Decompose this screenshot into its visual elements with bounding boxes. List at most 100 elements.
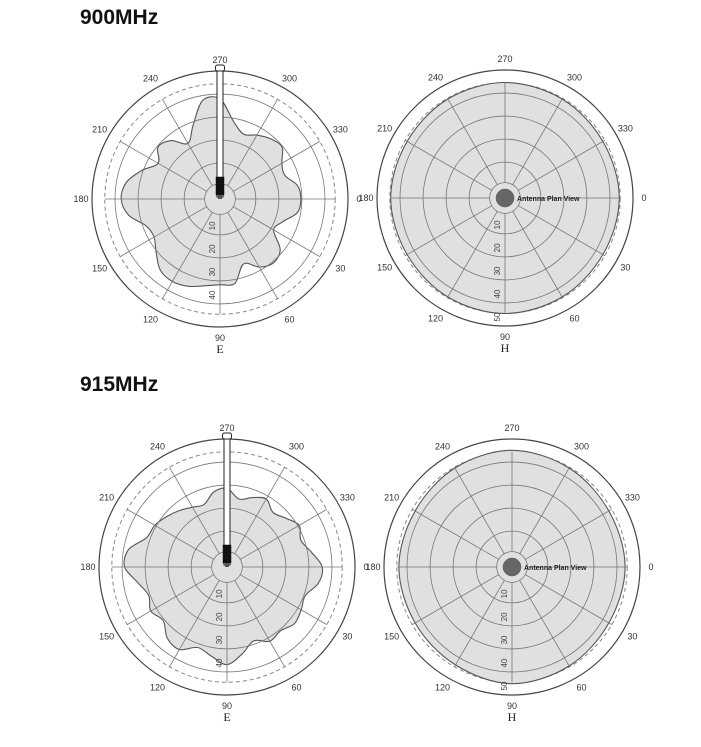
frequency-title-915mhz: 915MHz xyxy=(80,373,159,396)
grid-spoke-300 xyxy=(519,467,570,554)
angle-label-150: 150 xyxy=(99,632,114,642)
polar-chart-915mhz-e-plane: 0 30 60 90 120 150 180 210 240 270 300 330 10 20 30 40 E xyxy=(80,423,368,724)
angle-label-270: 270 xyxy=(504,423,519,433)
angle-label-300: 300 xyxy=(289,442,304,452)
grid-spoke-120 xyxy=(162,212,213,299)
angle-label-210: 210 xyxy=(92,125,107,135)
radial-label-40: 40 xyxy=(493,289,502,298)
angle-label-330: 330 xyxy=(340,493,355,503)
grid-spoke-120 xyxy=(447,211,498,298)
angle-label-150: 150 xyxy=(377,263,392,273)
radial-label-50: 50 xyxy=(500,681,509,690)
grid-spoke-60 xyxy=(512,211,563,298)
angle-label-300: 300 xyxy=(282,74,297,84)
grid-spoke-330 xyxy=(525,509,612,560)
angle-label-90: 90 xyxy=(507,701,517,711)
antenna-plan-view-label: Antenna Plan View xyxy=(517,196,580,203)
radial-label-40: 40 xyxy=(215,658,224,667)
grid-spoke-150 xyxy=(412,574,499,625)
antenna-tip xyxy=(222,432,232,440)
grid-spoke-30 xyxy=(518,205,605,256)
angle-label-210: 210 xyxy=(99,493,114,503)
grid-spoke-120 xyxy=(454,580,505,667)
radial-label-10: 10 xyxy=(215,589,224,598)
grid-spoke-30 xyxy=(240,574,327,625)
radial-label-10: 10 xyxy=(500,589,509,598)
angle-label-240: 240 xyxy=(150,442,165,452)
grid-spoke-210 xyxy=(405,140,492,191)
radial-label-30: 30 xyxy=(208,267,217,276)
antenna-connector xyxy=(218,195,222,199)
angle-label-0: 0 xyxy=(648,562,653,572)
radial-label-40: 40 xyxy=(500,658,509,667)
grid-spoke-240 xyxy=(447,98,498,185)
angle-label-0: 0 xyxy=(641,193,646,203)
angle-label-240: 240 xyxy=(435,442,450,452)
radial-label-20: 20 xyxy=(500,612,509,621)
plane-label: H xyxy=(508,710,517,724)
antenna-base xyxy=(215,176,225,196)
angle-label-120: 120 xyxy=(150,682,165,692)
angle-label-120: 120 xyxy=(428,313,443,323)
angle-label-240: 240 xyxy=(428,73,443,83)
polar-chart-900mhz-h-plane: 0 30 60 90 120 150 180 210 240 270 300 330 10 20 30 40 5… xyxy=(358,54,646,355)
angle-label-30: 30 xyxy=(342,632,352,642)
grid-spoke-300 xyxy=(512,98,563,185)
angle-label-240: 240 xyxy=(143,74,158,84)
grid-spoke-30 xyxy=(525,574,612,625)
radial-label-10: 10 xyxy=(493,220,502,229)
angle-label-30: 30 xyxy=(620,263,630,273)
antenna-plan-view-label: Antenna Plan View xyxy=(524,565,587,572)
angle-label-0: 0 xyxy=(356,194,361,204)
angle-label-300: 300 xyxy=(567,73,582,83)
angle-label-60: 60 xyxy=(569,313,579,323)
radial-label-40: 40 xyxy=(208,290,217,299)
antenna-tip xyxy=(215,64,225,72)
angle-label-150: 150 xyxy=(92,264,107,274)
grid-spoke-300 xyxy=(227,99,278,186)
angle-label-60: 60 xyxy=(576,682,586,692)
angle-label-90: 90 xyxy=(215,333,225,343)
plane-label: E xyxy=(216,342,223,356)
angle-label-30: 30 xyxy=(335,264,345,274)
angle-label-210: 210 xyxy=(384,493,399,503)
grid-spoke-240 xyxy=(169,467,220,554)
radial-label-50: 50 xyxy=(493,312,502,321)
grid-spoke-120 xyxy=(169,580,220,667)
angle-label-150: 150 xyxy=(384,632,399,642)
angle-label-120: 120 xyxy=(435,682,450,692)
antenna-base xyxy=(222,544,232,564)
angle-label-180: 180 xyxy=(358,193,373,203)
grid-spoke-150 xyxy=(405,205,492,256)
angle-label-120: 120 xyxy=(143,314,158,324)
grid-spoke-150 xyxy=(120,206,207,257)
radial-label-20: 20 xyxy=(215,612,224,621)
angle-label-330: 330 xyxy=(333,125,348,135)
grid-spoke-240 xyxy=(454,467,505,554)
grid-spoke-60 xyxy=(519,580,570,667)
angle-label-270: 270 xyxy=(219,423,234,433)
grid-spoke-210 xyxy=(412,509,499,560)
grid-spoke-210 xyxy=(127,509,214,560)
antenna-connector xyxy=(225,563,229,567)
angle-label-180: 180 xyxy=(80,562,95,572)
radial-label-20: 20 xyxy=(493,243,502,252)
angle-label-60: 60 xyxy=(291,682,301,692)
angle-label-270: 270 xyxy=(212,55,227,65)
grid-spoke-300 xyxy=(234,467,285,554)
angle-label-60: 60 xyxy=(284,314,294,324)
angle-label-210: 210 xyxy=(377,124,392,134)
grid-spoke-240 xyxy=(162,99,213,186)
angle-label-330: 330 xyxy=(625,493,640,503)
polar-chart-915mhz-h-plane: 0 30 60 90 120 150 180 210 240 270 300 330 10 20 30 40 5… xyxy=(365,423,653,724)
grid-spoke-60 xyxy=(227,212,278,299)
antenna-plan-dot xyxy=(495,188,515,208)
grid-spoke-330 xyxy=(518,140,605,191)
radial-label-30: 30 xyxy=(493,266,502,275)
grid-spoke-150 xyxy=(127,574,214,625)
angle-label-90: 90 xyxy=(500,332,510,342)
grid-spoke-60 xyxy=(234,580,285,667)
plane-label: E xyxy=(223,710,230,724)
angle-label-0: 0 xyxy=(363,562,368,572)
